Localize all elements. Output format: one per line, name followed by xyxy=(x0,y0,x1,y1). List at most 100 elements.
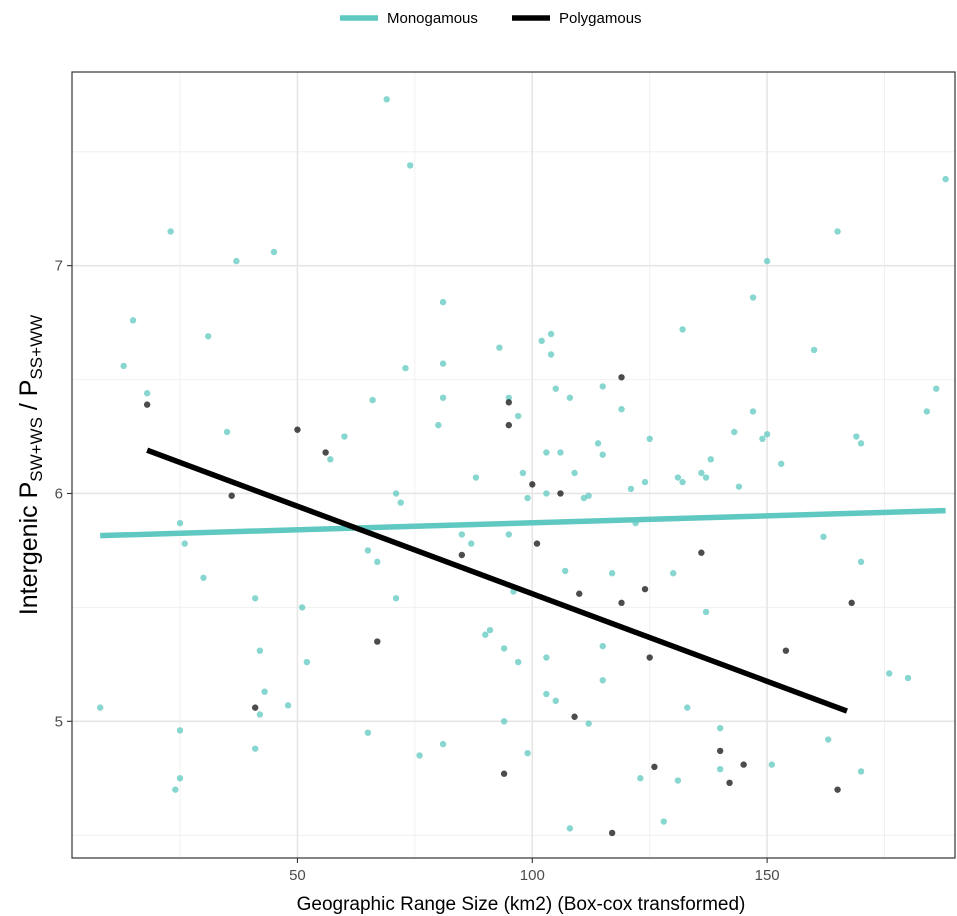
data-point-monogamous xyxy=(853,433,860,440)
data-point-monogamous xyxy=(181,540,188,547)
data-point-monogamous xyxy=(172,786,179,793)
data-point-polygamous xyxy=(533,540,541,547)
data-point-monogamous xyxy=(923,408,931,415)
data-point-monogamous xyxy=(857,768,865,775)
data-point-monogamous xyxy=(261,688,268,695)
data-point-monogamous xyxy=(176,519,184,527)
data-point-monogamous xyxy=(538,337,545,345)
data-point-monogamous xyxy=(514,658,522,666)
data-point-monogamous xyxy=(176,727,184,734)
data-point-monogamous xyxy=(439,360,447,367)
data-point-monogamous xyxy=(543,449,550,456)
data-point-monogamous xyxy=(820,533,827,540)
data-point-monogamous xyxy=(594,440,602,447)
data-point-monogamous xyxy=(627,485,635,493)
data-point-monogamous xyxy=(824,736,832,743)
data-point-monogamous xyxy=(599,451,606,458)
data-point-monogamous xyxy=(886,670,893,677)
data-point-monogamous xyxy=(679,478,686,486)
data-point-monogamous xyxy=(557,449,564,456)
data-point-monogamous xyxy=(505,531,513,538)
data-point-monogamous xyxy=(660,818,667,825)
y-axis-title-sub2: SS+WW xyxy=(27,315,46,380)
data-point-monogamous xyxy=(514,412,522,420)
data-point-polygamous xyxy=(228,492,235,499)
x-tick-label: 150 xyxy=(755,867,780,884)
data-point-monogamous xyxy=(251,595,259,602)
grid xyxy=(72,72,955,858)
data-point-monogamous xyxy=(500,718,508,725)
y-tick-label: 6 xyxy=(55,485,63,502)
data-point-monogamous xyxy=(205,333,212,340)
data-point-monogamous xyxy=(702,474,710,481)
legend-label-polygamous: Polygamous xyxy=(559,10,642,27)
data-point-monogamous xyxy=(397,499,404,506)
data-point-monogamous xyxy=(496,344,503,351)
data-point-monogamous xyxy=(143,390,151,397)
data-point-monogamous xyxy=(585,492,592,499)
data-point-monogamous xyxy=(810,346,818,354)
data-point-monogamous xyxy=(200,574,207,581)
data-point-polygamous xyxy=(294,426,301,433)
data-point-monogamous xyxy=(566,394,574,401)
data-point-monogamous xyxy=(341,433,348,440)
data-point-monogamous xyxy=(759,435,766,442)
data-point-polygamous xyxy=(571,713,578,720)
data-point-monogamous xyxy=(585,720,592,727)
data-point-monogamous xyxy=(618,405,625,413)
data-point-monogamous xyxy=(716,765,724,773)
data-point-monogamous xyxy=(256,711,264,718)
data-point-polygamous xyxy=(848,599,855,607)
data-point-monogamous xyxy=(547,351,555,358)
data-point-monogamous xyxy=(716,724,724,732)
data-point-monogamous xyxy=(641,478,649,486)
data-point-monogamous xyxy=(223,428,231,436)
y-axis-title-main: Intergenic P xyxy=(15,482,43,615)
data-point-polygamous xyxy=(557,490,564,497)
data-point-monogamous xyxy=(364,729,372,736)
data-point-monogamous xyxy=(392,490,400,497)
data-point-monogamous xyxy=(552,385,559,392)
data-point-monogamous xyxy=(857,440,865,447)
data-point-monogamous xyxy=(942,175,949,183)
data-point-monogamous xyxy=(684,704,691,711)
data-point-monogamous xyxy=(552,697,559,704)
data-point-monogamous xyxy=(303,658,311,666)
axis-ticks: 50 100 150 5 6 7 xyxy=(55,258,780,884)
data-point-monogamous xyxy=(599,383,606,390)
data-point-monogamous xyxy=(435,421,442,429)
data-point-monogamous xyxy=(543,654,550,661)
data-point-monogamous xyxy=(524,750,531,757)
data-point-monogamous xyxy=(472,474,480,481)
data-point-monogamous xyxy=(486,626,494,634)
data-points xyxy=(96,96,949,837)
data-point-polygamous xyxy=(618,599,625,607)
data-point-monogamous xyxy=(735,483,743,490)
data-point-monogamous xyxy=(482,631,489,638)
data-point-polygamous xyxy=(618,374,625,381)
trend-line-monogamous xyxy=(100,507,946,539)
data-point-monogamous xyxy=(674,474,682,481)
data-point-polygamous xyxy=(529,481,536,488)
data-point-monogamous xyxy=(369,396,376,404)
data-point-monogamous xyxy=(933,385,940,392)
trend-lines xyxy=(100,447,946,714)
y-tick-label: 5 xyxy=(55,713,63,730)
data-point-monogamous xyxy=(167,228,174,235)
data-point-monogamous xyxy=(637,775,644,782)
data-point-monogamous xyxy=(608,570,616,577)
data-point-monogamous xyxy=(468,540,475,547)
data-point-polygamous xyxy=(726,779,733,787)
data-point-polygamous xyxy=(505,421,513,429)
data-point-polygamous xyxy=(698,549,705,556)
data-point-monogamous xyxy=(176,775,184,782)
data-point-monogamous xyxy=(707,456,714,463)
data-point-monogamous xyxy=(458,531,466,538)
plot-panel-border xyxy=(71,71,956,859)
data-point-polygamous xyxy=(374,638,381,645)
data-point-monogamous xyxy=(669,570,677,577)
data-point-polygamous xyxy=(651,763,658,771)
data-point-monogamous xyxy=(778,460,785,468)
